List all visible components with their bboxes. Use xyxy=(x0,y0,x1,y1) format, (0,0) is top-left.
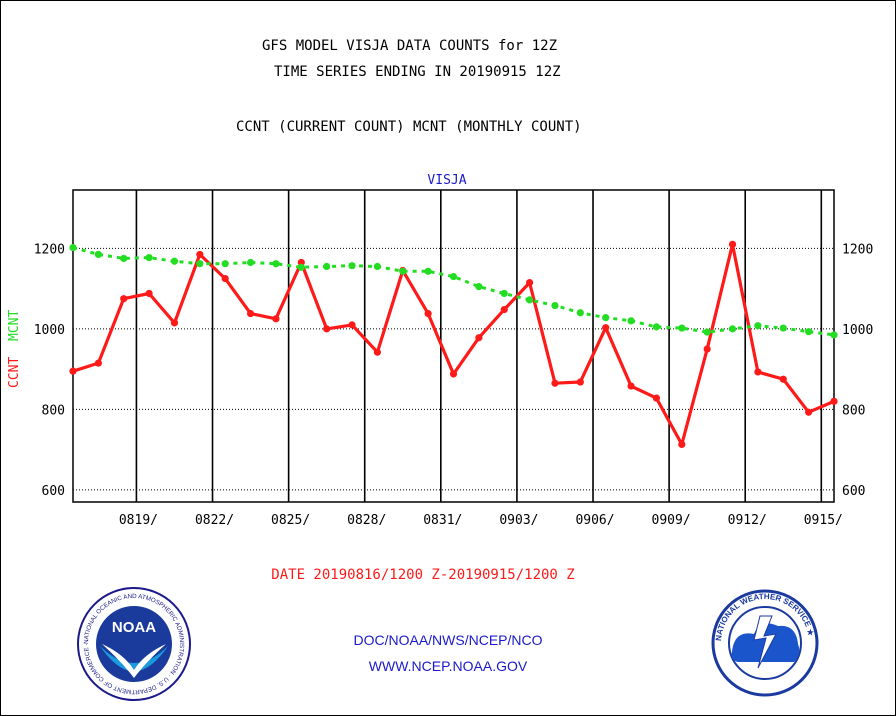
y-axis-label-ccnt: CCNT xyxy=(7,357,22,388)
plot-area-frame xyxy=(72,189,835,503)
data-point-ccnt xyxy=(678,440,686,449)
data-point-mcnt xyxy=(703,328,711,336)
grid-layer xyxy=(73,190,834,502)
data-point-ccnt xyxy=(500,305,508,314)
data-point-mcnt xyxy=(323,262,331,271)
x-tick-label: 0819/ xyxy=(119,513,158,528)
data-point-ccnt xyxy=(551,379,559,387)
data-point-mcnt xyxy=(348,262,356,270)
y-tick-label-right: 1200 xyxy=(842,242,873,257)
data-point-mcnt xyxy=(196,260,204,268)
x-axis-date-range: DATE 20190816/1200 Z-20190915/1200 Z xyxy=(271,567,574,583)
data-point-mcnt xyxy=(551,301,559,310)
chart-title-line1: GFS MODEL VISJA DATA COUNTS for 12Z xyxy=(262,38,558,54)
x-tick-label: 0912/ xyxy=(728,513,767,528)
data-point-ccnt xyxy=(246,309,255,318)
y-tick-label-left: 800 xyxy=(42,403,65,418)
data-point-ccnt xyxy=(703,345,711,353)
data-point-ccnt xyxy=(323,325,331,333)
data-point-mcnt xyxy=(170,257,179,265)
data-point-ccnt xyxy=(348,321,356,329)
footer-org-path: DOC/NOAA/NWS/NCEP/NCO xyxy=(353,632,543,648)
x-tick-label: 0822/ xyxy=(195,513,234,528)
y-tick-label-left: 1200 xyxy=(34,242,65,257)
data-point-ccnt xyxy=(805,408,813,416)
x-tick-label: 0825/ xyxy=(271,513,310,528)
data-point-ccnt xyxy=(526,278,534,287)
data-point-ccnt xyxy=(170,319,179,327)
data-point-mcnt xyxy=(373,262,381,271)
data-point-mcnt xyxy=(424,267,432,275)
series-layer xyxy=(69,240,838,449)
data-point-mcnt xyxy=(754,322,762,330)
data-point-mcnt xyxy=(94,250,102,259)
data-point-mcnt xyxy=(627,317,635,325)
data-point-mcnt xyxy=(246,258,255,267)
y-tick-label-right: 1000 xyxy=(842,323,873,338)
data-point-ccnt xyxy=(475,334,483,342)
y-axis-label-mcnt: MCNT xyxy=(7,310,22,341)
data-point-ccnt xyxy=(69,367,77,375)
data-point-ccnt xyxy=(196,250,204,259)
data-point-mcnt xyxy=(449,272,458,281)
x-tick-label: 0906/ xyxy=(575,513,614,528)
data-point-ccnt xyxy=(602,324,610,332)
data-point-ccnt xyxy=(576,378,584,386)
x-tick-label: 0903/ xyxy=(499,513,538,528)
data-point-mcnt xyxy=(779,324,787,332)
y-tick-label-left: 1000 xyxy=(34,323,65,338)
data-point-mcnt xyxy=(652,323,661,331)
data-point-ccnt xyxy=(120,295,128,303)
data-point-ccnt xyxy=(728,240,737,248)
data-point-ccnt xyxy=(145,289,153,298)
noaa-logo-center-text: NOAA xyxy=(112,619,156,636)
footer-website: WWW.NCEP.NOAA.GOV xyxy=(368,658,528,674)
nws-logo: NATIONAL WEATHER SERVICE ★ xyxy=(711,589,819,697)
x-tick-label: 0915/ xyxy=(804,513,843,528)
data-point-mcnt xyxy=(221,260,229,268)
data-point-mcnt xyxy=(399,267,407,275)
data-point-ccnt xyxy=(449,370,458,378)
data-point-ccnt xyxy=(754,368,762,376)
data-point-ccnt xyxy=(272,315,280,323)
data-point-ccnt xyxy=(779,375,787,383)
data-point-mcnt xyxy=(728,325,737,333)
y-tick-label-right: 600 xyxy=(842,484,865,499)
data-point-ccnt xyxy=(221,274,229,283)
chart-series-title: VISJA xyxy=(427,173,466,188)
data-point-ccnt xyxy=(94,359,102,367)
data-point-mcnt xyxy=(500,289,508,298)
data-point-mcnt xyxy=(475,283,483,291)
data-point-mcnt xyxy=(576,309,584,317)
data-point-mcnt xyxy=(297,263,305,271)
data-point-mcnt xyxy=(69,243,77,252)
data-point-mcnt xyxy=(120,254,128,263)
data-point-mcnt xyxy=(602,314,610,322)
x-tick-label: 0828/ xyxy=(347,513,386,528)
data-point-mcnt xyxy=(145,254,153,262)
data-point-ccnt xyxy=(373,348,381,356)
chart-subtitle: CCNT (CURRENT COUNT) MCNT (MONTHLY COUNT… xyxy=(236,119,582,135)
data-point-mcnt xyxy=(830,331,838,339)
data-point-mcnt xyxy=(678,324,686,332)
x-tick-label: 0831/ xyxy=(423,513,462,528)
tick-layer: 600 600 800 800 1000 1000 1200 1200 0819/0822/08… xyxy=(34,242,874,528)
x-tick-label: 0909/ xyxy=(652,513,691,528)
data-point-mcnt xyxy=(272,260,280,268)
chart-title-line2: TIME SERIES ENDING IN 20190915 12Z xyxy=(274,64,561,80)
y-tick-label-left: 600 xyxy=(42,484,65,499)
data-point-mcnt xyxy=(805,328,813,336)
noaa-logo: NOAA NATIONAL OCEANIC AND ATMOSPHERIC AD… xyxy=(77,587,191,701)
data-point-ccnt xyxy=(830,397,838,405)
data-point-ccnt xyxy=(652,394,661,402)
data-point-mcnt xyxy=(526,296,534,304)
y-tick-label-right: 800 xyxy=(842,403,865,418)
data-point-ccnt xyxy=(424,309,432,318)
data-point-ccnt xyxy=(627,382,635,390)
